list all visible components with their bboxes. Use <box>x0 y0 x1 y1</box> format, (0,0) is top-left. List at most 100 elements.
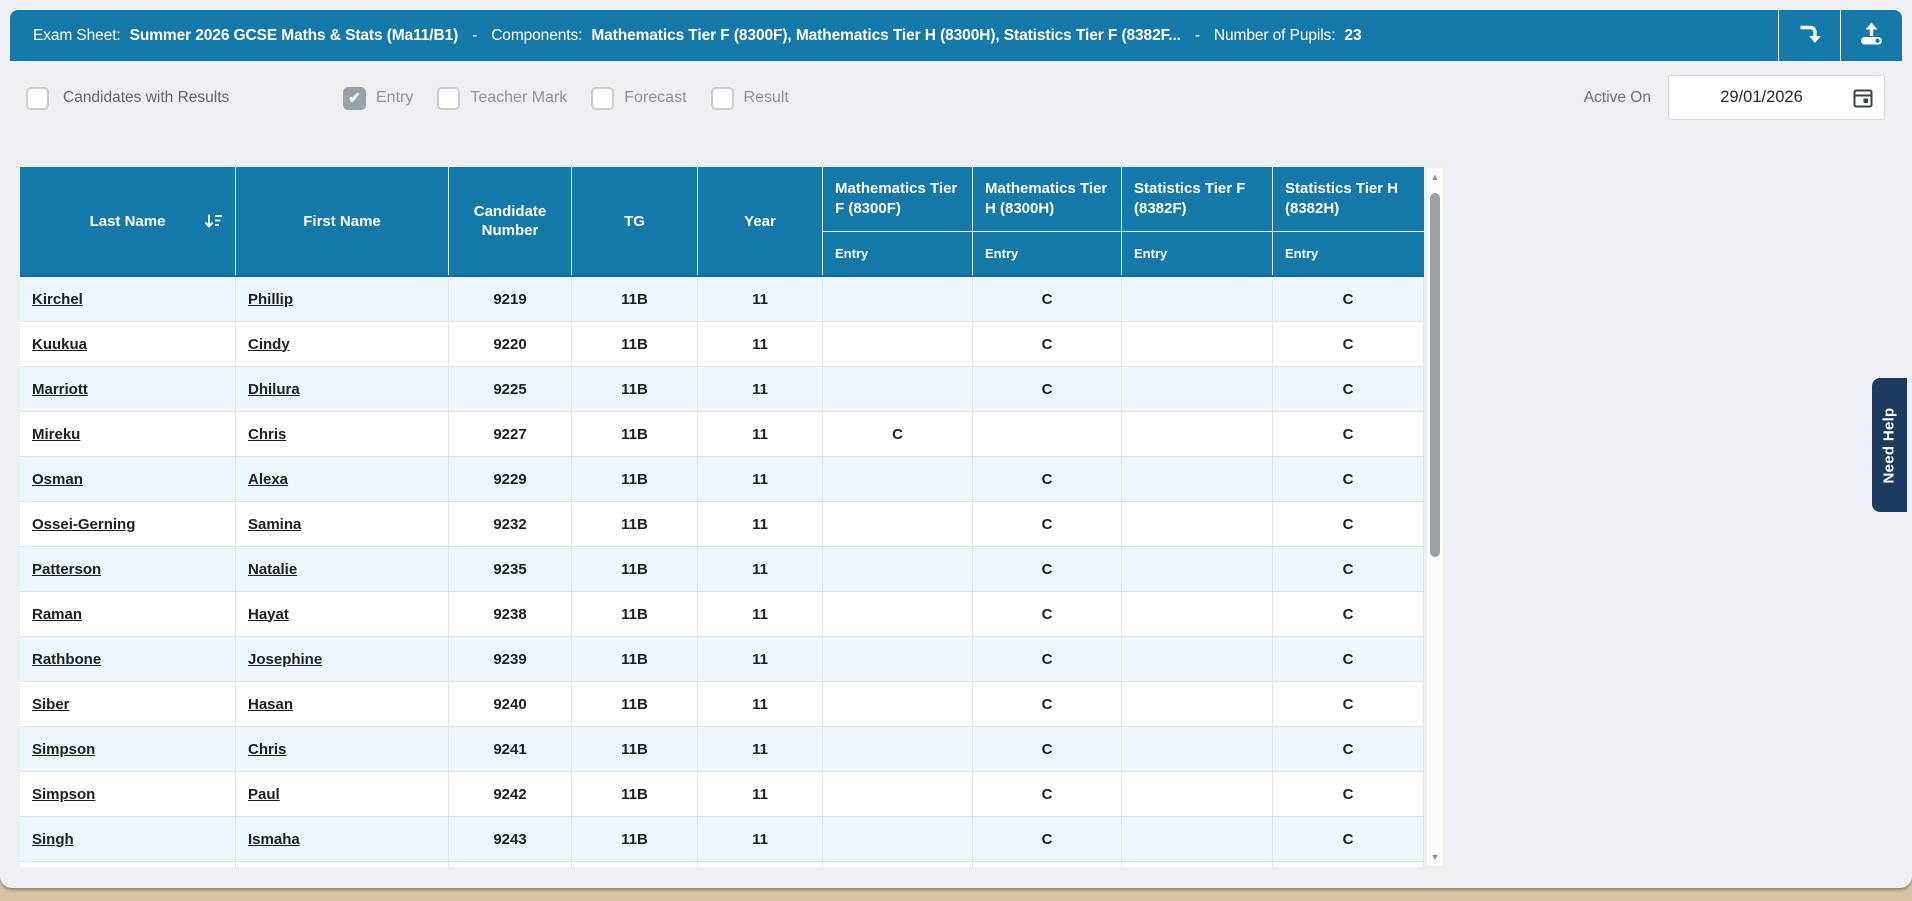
entry-cell-mathematics-tier-f[interactable] <box>823 592 973 636</box>
entry-cell-mathematics-tier-h[interactable]: C <box>973 682 1122 726</box>
first-name-link[interactable]: Phillip <box>248 290 293 308</box>
entry-cell-mathematics-tier-f[interactable] <box>823 277 973 321</box>
scrollbar-thumb[interactable] <box>1430 193 1440 557</box>
column-header-mathematics-tier-h[interactable]: Mathematics Tier H (8300H) Entry <box>973 167 1122 275</box>
sort-descending-icon[interactable] <box>204 213 223 234</box>
first-name-link[interactable]: Hasan <box>248 695 294 713</box>
entry-cell-mathematics-tier-f[interactable] <box>823 637 973 681</box>
first-name-link[interactable]: Hayat <box>248 605 289 623</box>
entry-cell-mathematics-tier-f[interactable] <box>823 727 973 771</box>
upload-button[interactable] <box>1840 10 1902 61</box>
entry-cell-statistics-tier-h[interactable]: C <box>1273 682 1424 726</box>
entry-cell-mathematics-tier-f[interactable] <box>823 502 973 546</box>
column-header-statistics-tier-f[interactable]: Statistics Tier F (8382F) Entry <box>1122 167 1273 275</box>
first-name-link[interactable]: Cindy <box>248 335 290 353</box>
last-name-link[interactable]: Kuukua <box>32 335 88 353</box>
entry-cell-mathematics-tier-h[interactable]: C <box>973 457 1122 501</box>
entry-cell-statistics-tier-f[interactable] <box>1122 277 1273 321</box>
entry-cell-statistics-tier-h[interactable] <box>1273 862 1424 867</box>
entry-cell-statistics-tier-f[interactable] <box>1122 412 1273 456</box>
column-header-tg[interactable]: TG <box>572 167 698 275</box>
entry-cell-mathematics-tier-h[interactable]: C <box>973 547 1122 591</box>
first-name-link[interactable]: Dhilura <box>248 380 300 398</box>
entry-checkbox[interactable] <box>343 86 366 110</box>
entry-cell-mathematics-tier-h[interactable]: C <box>973 592 1122 636</box>
last-name-link[interactable]: Raman <box>32 605 83 623</box>
entry-cell-mathematics-tier-f[interactable] <box>823 862 973 867</box>
entry-cell-statistics-tier-h[interactable]: C <box>1273 412 1424 456</box>
last-name-link[interactable]: Mireku <box>32 425 81 443</box>
entry-cell-statistics-tier-h[interactable]: C <box>1273 817 1424 861</box>
entry-cell-statistics-tier-h[interactable]: C <box>1273 772 1424 816</box>
entry-cell-statistics-tier-f[interactable] <box>1122 637 1273 681</box>
last-name-link[interactable]: Rathbone <box>32 650 102 668</box>
entry-cell-mathematics-tier-h[interactable]: C <box>973 817 1122 861</box>
first-name-link[interactable]: Alexa <box>248 470 289 488</box>
entry-cell-statistics-tier-f[interactable] <box>1122 682 1273 726</box>
entry-cell-mathematics-tier-h[interactable]: C <box>973 277 1122 321</box>
entry-cell-mathematics-tier-h[interactable]: C <box>973 637 1122 681</box>
entry-cell-mathematics-tier-h[interactable]: C <box>973 322 1122 366</box>
column-header-mathematics-tier-f[interactable]: Mathematics Tier F (8300F) Entry <box>823 167 973 275</box>
entry-cell-statistics-tier-h[interactable]: C <box>1273 592 1424 636</box>
entry-cell-mathematics-tier-h[interactable]: C <box>973 727 1122 771</box>
scroll-up-arrow-icon[interactable]: ▲ <box>1430 172 1440 182</box>
entry-cell-mathematics-tier-h[interactable] <box>973 412 1122 456</box>
last-name-link[interactable]: Simpson <box>32 785 96 803</box>
entry-cell-statistics-tier-h[interactable]: C <box>1273 547 1424 591</box>
entry-cell-mathematics-tier-f[interactable] <box>823 457 973 501</box>
column-header-candidate-number[interactable]: Candidate Number <box>449 167 572 275</box>
last-name-link[interactable]: Simpson <box>32 740 96 758</box>
entry-cell-mathematics-tier-h[interactable]: C <box>973 502 1122 546</box>
column-header-first-name[interactable]: First Name <box>236 167 449 275</box>
last-name-link[interactable]: Patterson <box>32 560 102 578</box>
teacher-mark-checkbox[interactable] <box>437 86 461 110</box>
entry-cell-statistics-tier-h[interactable]: C <box>1273 277 1424 321</box>
column-header-last-name[interactable]: Last Name <box>20 167 236 275</box>
last-name-link[interactable]: Kirchel <box>32 290 83 308</box>
entry-cell-mathematics-tier-h[interactable] <box>973 862 1122 867</box>
entry-cell-mathematics-tier-f[interactable] <box>823 772 973 816</box>
entry-cell-statistics-tier-h[interactable]: C <box>1273 502 1424 546</box>
first-name-link[interactable]: Josephine <box>248 650 323 668</box>
entry-cell-mathematics-tier-f[interactable] <box>823 817 973 861</box>
table-vertical-scrollbar[interactable]: ▲ ▼ <box>1426 167 1444 867</box>
candidates-with-results-checkbox[interactable] <box>26 86 49 110</box>
scroll-down-arrow-icon[interactable]: ▼ <box>1430 852 1440 862</box>
first-name-link[interactable]: Samina <box>248 515 302 533</box>
last-name-link[interactable]: Siber <box>32 695 70 713</box>
entry-cell-mathematics-tier-f[interactable] <box>823 547 973 591</box>
entry-cell-mathematics-tier-h[interactable]: C <box>973 772 1122 816</box>
result-checkbox[interactable] <box>710 86 734 110</box>
column-header-statistics-tier-h[interactable]: Statistics Tier H (8382H) Entry <box>1273 167 1424 275</box>
forecast-checkbox[interactable] <box>591 86 615 110</box>
import-button[interactable] <box>1778 10 1840 61</box>
entry-cell-mathematics-tier-f[interactable] <box>823 682 973 726</box>
entry-cell-statistics-tier-f[interactable] <box>1122 502 1273 546</box>
entry-cell-statistics-tier-f[interactable] <box>1122 592 1273 636</box>
entry-cell-statistics-tier-f[interactable] <box>1122 817 1273 861</box>
first-name-link[interactable]: Chris <box>248 740 287 758</box>
column-header-year[interactable]: Year <box>698 167 823 275</box>
entry-cell-statistics-tier-f[interactable] <box>1122 772 1273 816</box>
entry-cell-statistics-tier-f[interactable] <box>1122 322 1273 366</box>
last-name-link[interactable]: Osman <box>32 470 83 488</box>
entry-cell-statistics-tier-h[interactable]: C <box>1273 637 1424 681</box>
entry-cell-statistics-tier-h[interactable]: C <box>1273 457 1424 501</box>
first-name-link[interactable]: Ismaha <box>248 830 300 848</box>
calendar-button[interactable] <box>1842 86 1884 110</box>
entry-cell-mathematics-tier-h[interactable]: C <box>973 367 1122 411</box>
last-name-link[interactable]: Marriott <box>32 380 88 398</box>
last-name-link[interactable]: Singh <box>32 830 74 848</box>
first-name-link[interactable]: Chris <box>248 425 287 443</box>
entry-cell-mathematics-tier-f[interactable]: C <box>823 412 973 456</box>
first-name-link[interactable]: Paul <box>248 785 280 803</box>
need-help-tab[interactable]: Need Help <box>1872 378 1907 512</box>
entry-cell-statistics-tier-f[interactable] <box>1122 862 1273 867</box>
entry-cell-statistics-tier-f[interactable] <box>1122 547 1273 591</box>
entry-cell-statistics-tier-f[interactable] <box>1122 367 1273 411</box>
first-name-link[interactable]: Natalie <box>248 560 298 578</box>
active-on-date-input[interactable]: 29/01/2026 <box>1668 75 1885 120</box>
entry-cell-statistics-tier-h[interactable]: C <box>1273 322 1424 366</box>
entry-cell-statistics-tier-f[interactable] <box>1122 727 1273 771</box>
